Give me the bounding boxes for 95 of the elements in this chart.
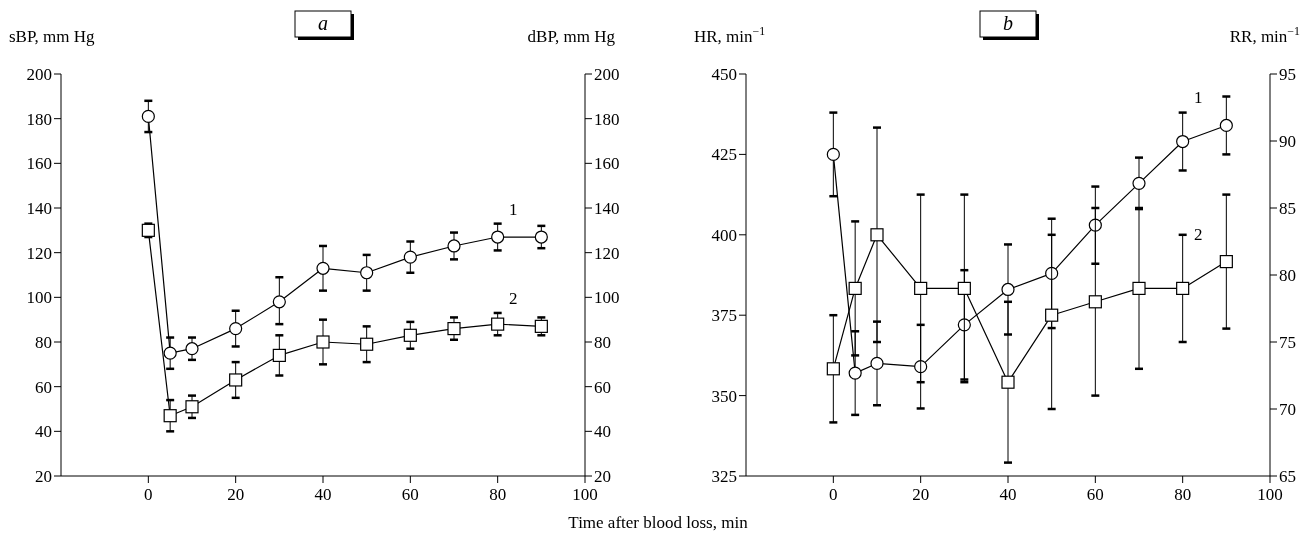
point <box>1001 375 1015 389</box>
point <box>447 322 461 336</box>
series-label: 1 <box>1194 88 1203 108</box>
point <box>141 109 155 124</box>
point <box>848 281 862 295</box>
point <box>1132 176 1146 190</box>
y-tick-label: 450 <box>711 65 737 84</box>
y-tick-label: 40 <box>35 422 52 442</box>
y2-tick-label: 40 <box>594 422 611 442</box>
point <box>360 266 374 280</box>
y2-axis-title: RR, min$^{−1}$ <box>1229 24 1301 46</box>
x-tick-label: 60 <box>401 485 419 504</box>
y2-tick-label: 180 <box>594 109 620 129</box>
point <box>1176 134 1190 149</box>
point <box>870 356 884 371</box>
point <box>360 337 374 351</box>
chart-title: a <box>318 12 328 34</box>
point <box>316 335 330 349</box>
y2-tick-label: 160 <box>594 154 620 174</box>
x-tick-label: 60 <box>1086 485 1104 504</box>
point <box>272 295 286 309</box>
y2-tick-label: 140 <box>594 199 620 218</box>
point <box>870 228 884 242</box>
y-axis-title: HR, min$^{−1}$ <box>694 24 766 46</box>
y2-tick-label: 80 <box>594 333 611 352</box>
y-tick-label: 120 <box>26 243 52 263</box>
point <box>163 346 177 360</box>
y-tick-label: 325 <box>711 467 737 486</box>
point <box>1001 282 1015 297</box>
point <box>403 328 417 342</box>
point <box>403 250 417 264</box>
y2-tick-label: 80 <box>1279 266 1296 285</box>
y-tick-label: 400 <box>711 225 737 245</box>
y-tick-label: 350 <box>711 386 737 406</box>
point <box>957 281 971 295</box>
y2-tick-label: 200 <box>594 65 620 84</box>
point <box>1088 295 1102 309</box>
y-tick-label: 425 <box>711 145 737 165</box>
y-tick-label: 140 <box>26 199 52 218</box>
point <box>534 230 548 244</box>
x-tick-label: 20 <box>227 485 245 504</box>
point <box>316 261 330 275</box>
x-tick-label: 0 <box>829 485 838 504</box>
x-tick-label: 80 <box>1174 485 1192 504</box>
x-tick-label: 40 <box>314 485 332 504</box>
y2-tick-label: 75 <box>1279 333 1296 352</box>
point <box>534 319 548 333</box>
y2-tick-label: 60 <box>594 377 611 397</box>
point <box>229 322 243 336</box>
x-axis-title: Time after blood loss, min <box>568 513 749 532</box>
point <box>163 409 177 423</box>
y-tick-label: 180 <box>26 109 52 129</box>
y2-tick-label: 90 <box>1279 132 1296 151</box>
y2-tick-label: 20 <box>594 467 611 486</box>
series-label: 1 <box>509 200 518 220</box>
series-label: 2 <box>509 289 518 309</box>
x-tick-label: 80 <box>489 485 507 504</box>
y-tick-label: 20 <box>35 467 52 486</box>
point <box>1176 281 1190 295</box>
point <box>1045 308 1059 322</box>
series-label: 2 <box>1194 224 1203 244</box>
point <box>914 281 928 295</box>
y-tick-label: 375 <box>711 306 737 326</box>
y2-tick-label: 95 <box>1279 65 1296 84</box>
y-tick-label: 60 <box>35 377 52 397</box>
point <box>229 373 243 387</box>
y2-tick-label: 85 <box>1279 199 1296 218</box>
y2-tick-label: 65 <box>1279 467 1296 486</box>
point <box>185 400 199 414</box>
point <box>848 366 862 380</box>
point <box>826 362 840 376</box>
point <box>185 342 199 356</box>
point <box>491 230 505 244</box>
point <box>491 317 505 331</box>
y2-axis-title: dBP, mm Hg <box>527 27 616 46</box>
chart-title: b <box>1003 12 1013 34</box>
point <box>447 239 461 253</box>
x-tick-label: 100 <box>1257 485 1283 504</box>
x-tick-label: 100 <box>572 485 598 504</box>
x-tick-label: 20 <box>912 485 930 504</box>
point <box>1132 281 1146 295</box>
point <box>1219 255 1233 269</box>
y-tick-label: 100 <box>26 288 52 308</box>
y-tick-label: 160 <box>26 154 52 174</box>
point <box>826 147 840 161</box>
y2-tick-label: 100 <box>594 288 620 308</box>
x-tick-label: 0 <box>144 485 153 504</box>
y2-tick-label: 120 <box>594 243 620 263</box>
y2-tick-label: 70 <box>1279 400 1296 419</box>
point <box>1219 118 1233 133</box>
x-tick-label: 40 <box>999 485 1017 504</box>
point <box>272 348 286 362</box>
y-axis-title: sBP, mm Hg <box>9 27 95 46</box>
y-tick-label: 200 <box>26 65 52 84</box>
y-tick-label: 80 <box>35 333 52 352</box>
